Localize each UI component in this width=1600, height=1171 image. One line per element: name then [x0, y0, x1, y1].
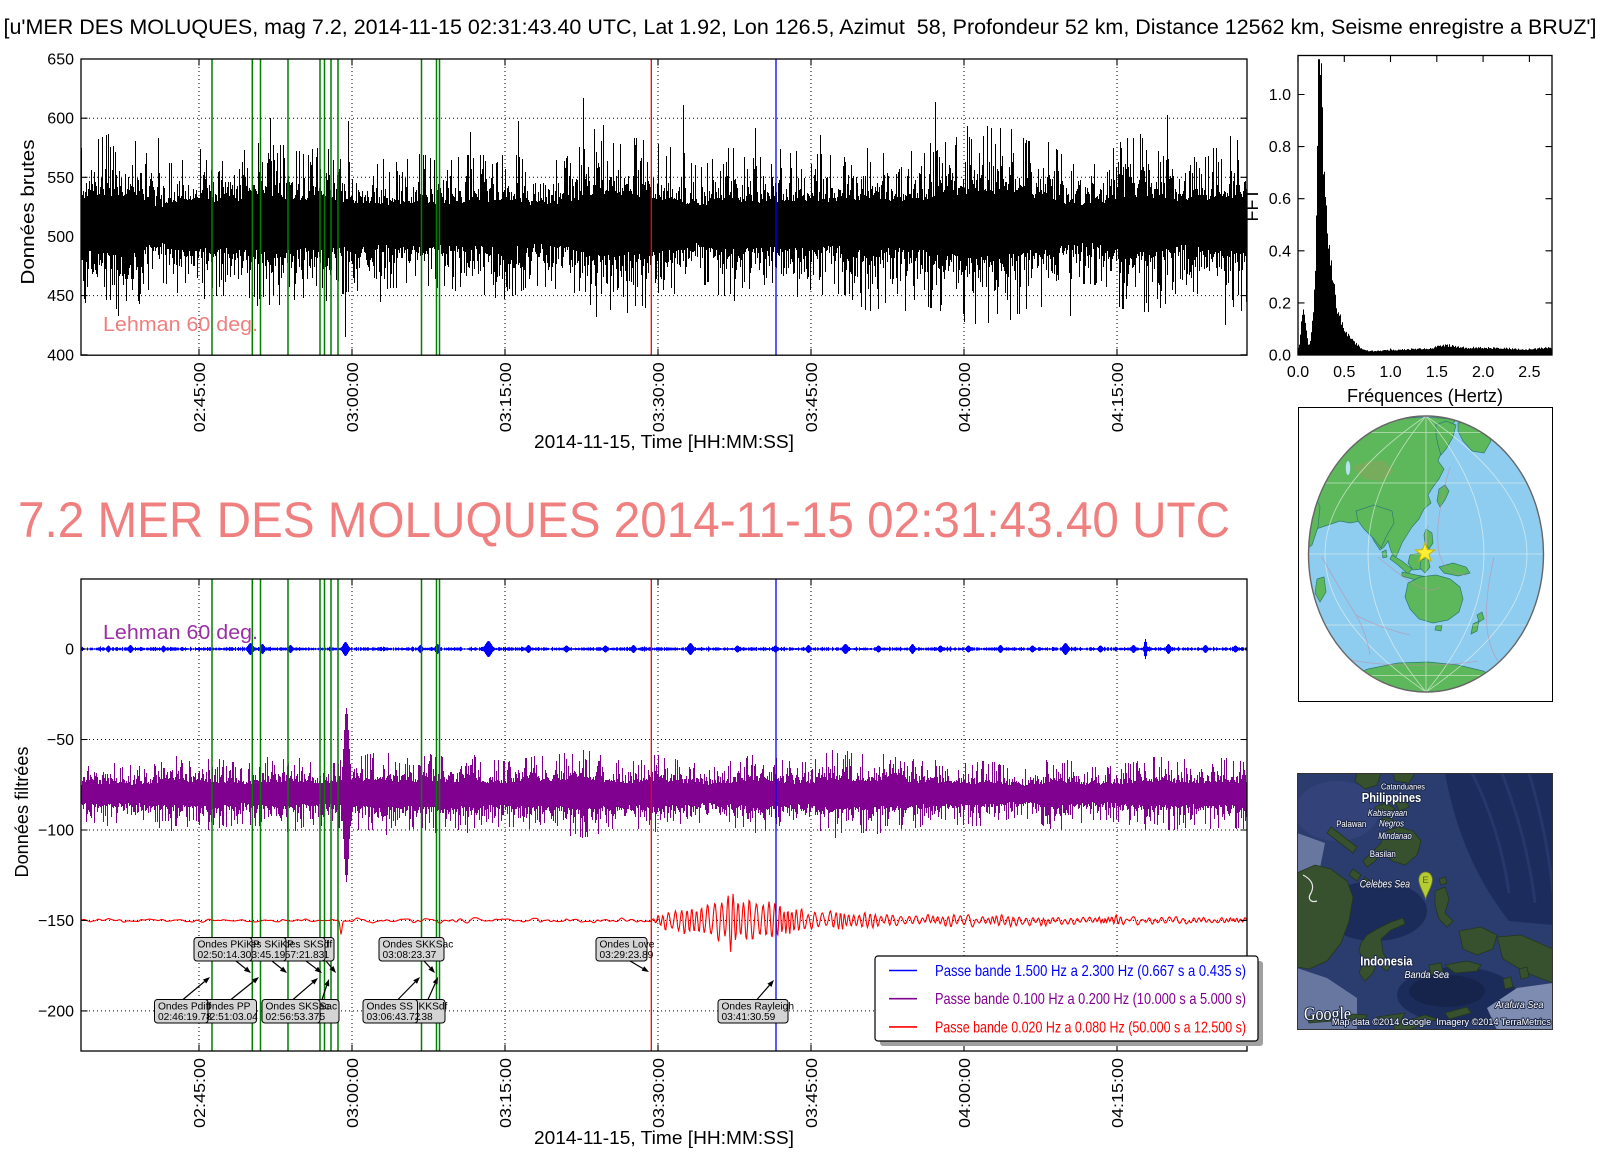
svg-text:−100: −100 [38, 822, 74, 839]
svg-text:03:06:43.72: 03:06:43.72 [367, 1012, 421, 1023]
svg-text:ff: ff [324, 939, 330, 950]
svg-text:03:45:00: 03:45:00 [804, 362, 821, 432]
svg-text:02:56:53.37: 02:56:53.37 [266, 1012, 320, 1023]
svg-text:2.0: 2.0 [1472, 364, 1494, 381]
svg-text:Données filtrées: Données filtrées [12, 747, 32, 878]
svg-text:03:41:30.59: 03:41:30.59 [722, 1012, 776, 1023]
svg-text:550: 550 [47, 170, 74, 187]
svg-text:Catanduanes: Catanduanes [1381, 783, 1425, 792]
svg-text:450: 450 [47, 288, 74, 305]
svg-text:Google: Google [1304, 1004, 1351, 1025]
svg-text:Sac: Sac [320, 1001, 338, 1012]
svg-text:02:51:03.04: 02:51:03.04 [204, 1012, 258, 1023]
svg-text:Passe bande 0.020 Hz a 0.080 H: Passe bande 0.020 Hz a 0.080 Hz (50.000 … [935, 1019, 1246, 1036]
svg-text:0.2: 0.2 [1269, 295, 1291, 312]
svg-text:0.6: 0.6 [1269, 191, 1291, 208]
svg-text:Ondes PP: Ondes PP [204, 1001, 251, 1012]
svg-text:04:15:00: 04:15:00 [1110, 1058, 1127, 1128]
svg-text:Celebes Sea: Celebes Sea [1360, 879, 1410, 891]
svg-text:400: 400 [47, 347, 74, 364]
svg-text:0: 0 [65, 642, 74, 659]
svg-text:Palawan: Palawan [1336, 819, 1366, 830]
svg-text:600: 600 [47, 111, 74, 128]
svg-text:Ondes SS: Ondes SS [367, 1001, 414, 1012]
svg-text:04:00:00: 04:00:00 [957, 362, 974, 432]
svg-text:KKSdf: KKSdf [419, 1001, 448, 1012]
svg-text:02:50:14.30: 02:50:14.30 [198, 950, 252, 961]
svg-text:Ondes SKiKP: Ondes SKiKP [232, 939, 294, 950]
svg-text:2014-11-15, Time [HH:MM:SS]: 2014-11-15, Time [HH:MM:SS] [534, 432, 794, 452]
svg-text:Données brutes: Données brutes [18, 140, 38, 285]
svg-text:Kabisayaan: Kabisayaan [1368, 808, 1408, 819]
svg-text:Ondes SKSac: Ondes SKSac [266, 1001, 330, 1012]
svg-text:Lehman 60 deg.: Lehman 60 deg. [103, 314, 258, 336]
svg-text:02:45:00: 02:45:00 [192, 1058, 209, 1128]
svg-text:0.8: 0.8 [1269, 139, 1291, 156]
svg-text:FFT: FFT [1242, 189, 1262, 222]
svg-text:−50: −50 [47, 732, 74, 749]
svg-text:−150: −150 [38, 913, 74, 930]
svg-text:02:57:21.83: 02:57:21.83 [271, 950, 325, 961]
svg-text:03:29:23.89: 03:29:23.89 [600, 950, 654, 961]
svg-text:03:30:00: 03:30:00 [651, 1058, 668, 1128]
svg-text:03:45:00: 03:45:00 [804, 1058, 821, 1128]
svg-text:Ondes Love: Ondes Love [600, 939, 655, 950]
svg-text:Negros: Negros [1379, 819, 1404, 830]
svg-text:.38: .38 [419, 1012, 433, 1023]
svg-text:03:15:00: 03:15:00 [498, 362, 515, 432]
svg-text:500: 500 [47, 229, 74, 246]
svg-text:[u'MER DES MOLUQUES, mag 7.2,: [u'MER DES MOLUQUES, mag 7.2, 2014-11-15… [4, 16, 1597, 39]
svg-text:02:45:00: 02:45:00 [192, 362, 209, 432]
svg-text:Ondes PKiKP: Ondes PKiKP [198, 939, 260, 950]
svg-text:0.4: 0.4 [1269, 243, 1291, 260]
svg-text:Banda Sea: Banda Sea [1405, 969, 1450, 981]
svg-text:Ondes Pdiff: Ondes Pdiff [158, 1001, 211, 1012]
svg-text:Ondes SKSdf: Ondes SKSdf [271, 939, 333, 950]
svg-text:−200: −200 [38, 1003, 74, 1020]
svg-text:02:53:45.19: 02:53:45.19 [232, 950, 286, 961]
svg-text:1.5: 1.5 [1426, 364, 1448, 381]
svg-text:03:30:00: 03:30:00 [651, 362, 668, 432]
svg-text:650: 650 [47, 52, 74, 69]
svg-text:Ondes SKKSac: Ondes SKKSac [383, 939, 454, 950]
svg-text:2.5: 2.5 [1518, 364, 1540, 381]
svg-text:03:15:00: 03:15:00 [498, 1058, 515, 1128]
svg-text:Map data ©2014 Google Imagery: Map data ©2014 Google Imagery ©2014 Terr… [1332, 1017, 1551, 1028]
svg-text:Passe bande 0.100 Hz a 0.200 H: Passe bande 0.100 Hz a 0.200 Hz (10.000 … [935, 991, 1246, 1008]
svg-text:5: 5 [320, 1012, 326, 1023]
svg-text:Ondes Rayleigh: Ondes Rayleigh [722, 1001, 795, 1012]
svg-text:Arafura Sea: Arafura Sea [1495, 999, 1544, 1011]
svg-text:Indonesia: Indonesia [1360, 954, 1413, 969]
svg-text:Passe bande 1.500 Hz a 2.300 H: Passe bande 1.500 Hz a 2.300 Hz (0.667 s… [935, 963, 1246, 980]
svg-text:0.0: 0.0 [1287, 364, 1309, 381]
svg-text:Lehman 60 deg.: Lehman 60 deg. [103, 622, 258, 644]
svg-text:04:15:00: 04:15:00 [1110, 362, 1127, 432]
svg-text:03:00:00: 03:00:00 [345, 362, 362, 432]
svg-text:1: 1 [324, 950, 330, 961]
svg-text:Mindanao: Mindanao [1378, 831, 1412, 842]
svg-text:03:00:00: 03:00:00 [345, 1058, 362, 1128]
svg-text:1.0: 1.0 [1269, 87, 1291, 104]
svg-text:02:46:19.78: 02:46:19.78 [158, 1012, 212, 1023]
svg-text:2014-11-15, Time [HH:MM:SS]: 2014-11-15, Time [HH:MM:SS] [534, 1128, 794, 1148]
svg-text:03:08:23.37: 03:08:23.37 [383, 950, 437, 961]
svg-text:7.2 MER DES MOLUQUES 2014-11-1: 7.2 MER DES MOLUQUES 2014-11-15 02:31:43… [18, 492, 1230, 548]
svg-text:0.0: 0.0 [1269, 348, 1291, 365]
svg-text:0.5: 0.5 [1333, 364, 1355, 381]
svg-text:E: E [1422, 875, 1428, 886]
svg-text:Basilan: Basilan [1370, 849, 1396, 860]
svg-text:Fréquences (Hertz): Fréquences (Hertz) [1347, 386, 1503, 406]
svg-text:04:00:00: 04:00:00 [957, 1058, 974, 1128]
svg-text:1.0: 1.0 [1379, 364, 1401, 381]
svg-text:Philippines: Philippines [1362, 790, 1422, 805]
